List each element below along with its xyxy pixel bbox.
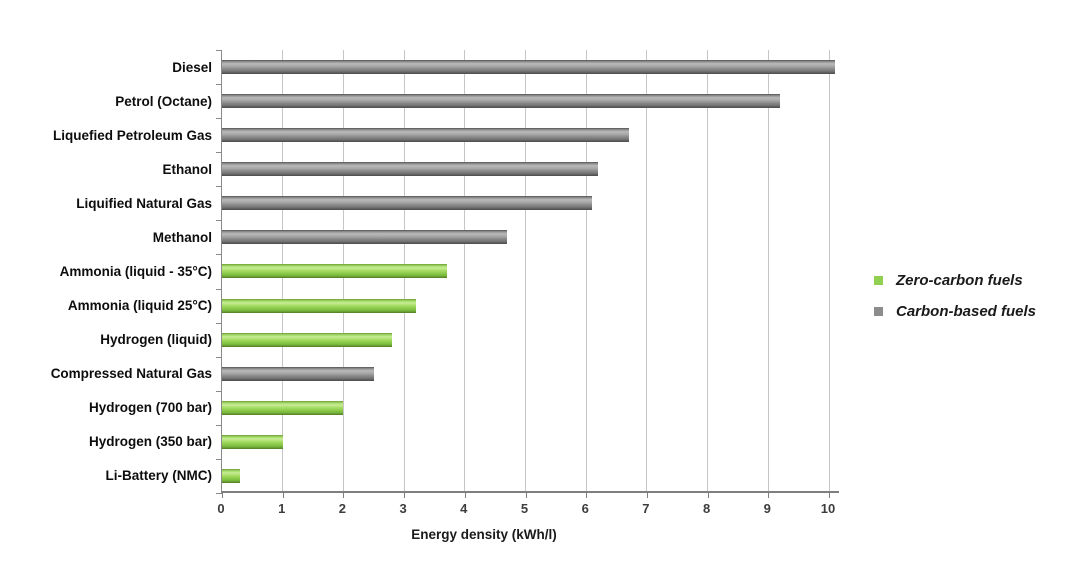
bar-zero: [222, 434, 283, 449]
x-tick-label-10: 10: [820, 501, 836, 516]
zero-carbon-swatch-icon: [874, 276, 883, 285]
bar-row: [222, 220, 839, 254]
category-label: Liquefied Petroleum Gas: [52, 127, 212, 143]
y-axis-tick: [216, 391, 222, 392]
bar-row: [222, 391, 839, 425]
gridline-10: [828, 50, 830, 491]
bar-row: [222, 254, 839, 288]
bar-row: [222, 459, 839, 493]
x-tick-label-2: 2: [338, 501, 347, 516]
x-axis-tick-labels: 0 1 2 3 4 5 6 7 8 9 10: [217, 501, 839, 517]
bar-carbon: [222, 366, 374, 381]
x-tick-label-3: 3: [399, 501, 407, 516]
plot-area: [216, 50, 839, 498]
legend-item-zero-carbon: Zero-carbon fuels: [874, 271, 1036, 290]
x-axis-tick-4: [464, 493, 466, 498]
y-axis-tick: [216, 220, 222, 221]
bar-carbon: [222, 230, 508, 245]
y-axis-tick: [216, 493, 222, 494]
bar-zero: [222, 468, 241, 483]
gridline-7: [646, 50, 648, 491]
bar-row: [222, 118, 839, 152]
x-axis-tick-9: [768, 493, 770, 498]
x-axis-tick-6: [586, 493, 588, 498]
category-label: Methanol: [152, 229, 212, 245]
gridline-8: [707, 50, 709, 491]
x-axis-tick-1: [282, 493, 284, 498]
x-tick-label-6: 6: [581, 501, 589, 516]
x-axis-title: Energy density (kWh/l): [411, 527, 557, 542]
y-axis-tick: [216, 118, 222, 119]
gridline-5: [525, 50, 526, 491]
bar-row: [222, 425, 839, 459]
y-axis-tick: [216, 357, 222, 358]
category-axis-labels: Diesel Petrol (Octane) Liquefied Petroleum…: [0, 50, 212, 493]
bar-zero: [222, 264, 447, 279]
x-tick-label-4: 4: [460, 501, 468, 516]
category-label: Ethanol: [162, 161, 213, 177]
bar-row: [222, 152, 839, 186]
x-axis-tick-3: [404, 493, 406, 498]
category-label: Diesel: [172, 59, 212, 75]
x-tick-label-5: 5: [520, 501, 529, 516]
bar-row: [222, 50, 839, 84]
legend-label: Carbon-based fuels: [896, 303, 1037, 320]
x-tick-label-0: 0: [217, 501, 225, 516]
category-label: Hydrogen (700 bar): [88, 400, 212, 416]
x-axis-tick-5: [525, 493, 527, 498]
category-label: Ammonia (liquid - 35°C): [59, 263, 212, 279]
legend-label: Zero-carbon fuels: [896, 272, 1023, 289]
bar-carbon: [222, 162, 599, 177]
bar-carbon: [222, 128, 629, 143]
category-label: Compressed Natural Gas: [50, 366, 212, 382]
category-label: Ammonia (liquid 25°C): [67, 298, 212, 314]
category-label: Liquified Natural Gas: [76, 195, 212, 211]
y-axis-tick: [216, 289, 222, 290]
x-tick-label-1: 1: [278, 501, 286, 516]
category-label: Petrol (Octane): [115, 93, 212, 109]
x-tick-label-7: 7: [642, 501, 650, 516]
y-axis-tick: [216, 425, 222, 426]
gridline-6: [585, 50, 587, 491]
legend-item-carbon-based: Carbon-based fuels: [874, 302, 1036, 321]
bar-carbon: [222, 196, 593, 211]
bar-row: [222, 357, 839, 391]
carbon-based-swatch-icon: [874, 307, 883, 316]
x-axis-tick-2: [343, 493, 345, 498]
gridline-9: [767, 50, 769, 491]
x-axis-tick-8: [707, 493, 709, 498]
y-axis-tick: [216, 84, 222, 85]
category-label: Li-Battery (NMC): [105, 468, 213, 484]
y-axis-tick: [216, 254, 222, 255]
x-tick-label-8: 8: [702, 501, 711, 516]
category-label: Hydrogen (350 bar): [88, 434, 212, 450]
bar-row: [222, 289, 839, 323]
y-axis-tick: [216, 50, 222, 51]
bar-row: [222, 84, 839, 118]
x-tick-label-9: 9: [763, 501, 771, 516]
y-axis-tick: [216, 323, 222, 324]
bar-carbon: [222, 94, 781, 109]
legend: Zero-carbon fuels Carbon-based fuels: [874, 271, 1036, 321]
bar-zero: [222, 332, 392, 347]
bar-zero: [222, 298, 417, 313]
category-label: Hydrogen (liquid): [100, 332, 212, 348]
y-axis-tick: [216, 459, 222, 460]
x-axis-tick-7: [646, 493, 648, 498]
x-axis-tick-10: [829, 493, 830, 498]
bar-row: [222, 186, 839, 220]
gridline-4: [464, 50, 466, 491]
x-axis-tick-0: [222, 493, 223, 498]
y-axis-tick: [216, 186, 222, 187]
bar-carbon: [222, 60, 836, 75]
y-axis-tick: [216, 152, 222, 153]
bar-row: [222, 323, 839, 357]
bar-zero: [222, 400, 344, 415]
